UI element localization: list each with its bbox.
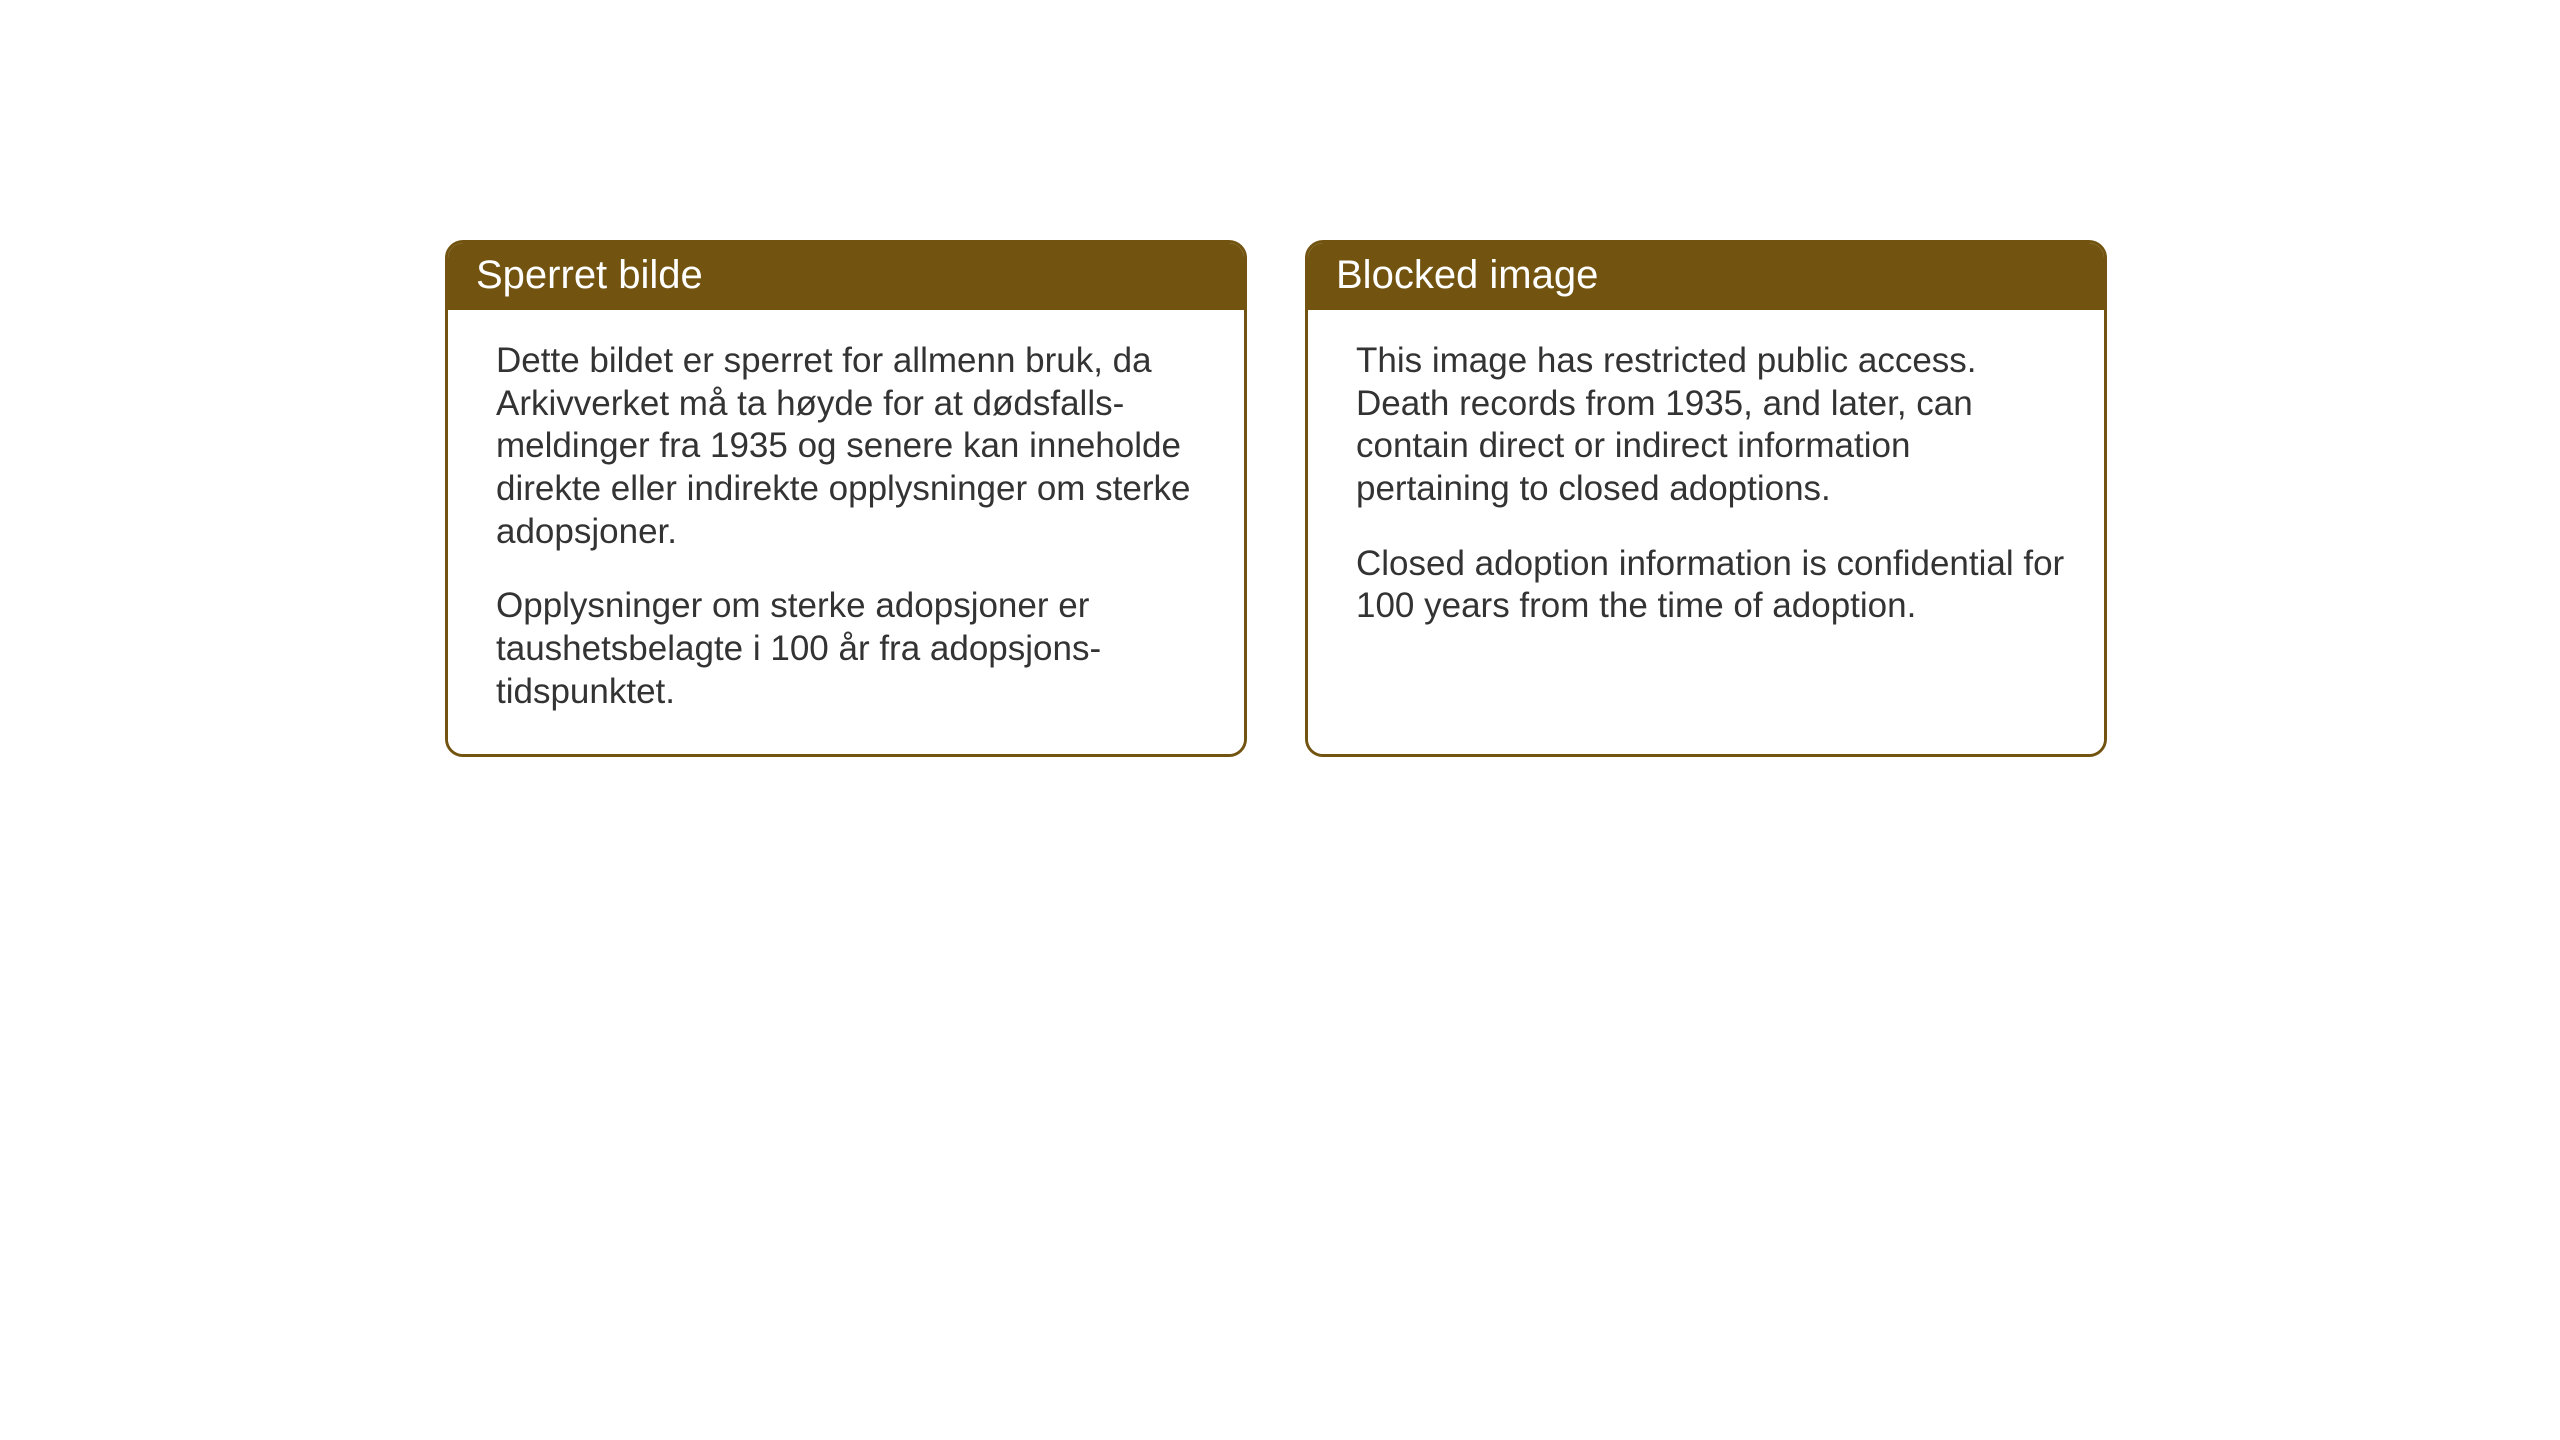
notice-body-english: This image has restricted public access.… xyxy=(1308,310,2104,754)
notice-card-norwegian: Sperret bilde Dette bildet er sperret fo… xyxy=(445,240,1247,757)
notice-paragraph-1-norwegian: Dette bildet er sperret for allmenn bruk… xyxy=(496,340,1206,553)
notice-paragraph-2-norwegian: Opplysninger om sterke adopsjoner er tau… xyxy=(496,585,1206,713)
notice-paragraph-2-english: Closed adoption information is confident… xyxy=(1356,543,2066,628)
notice-title-norwegian: Sperret bilde xyxy=(476,253,703,297)
notice-container: Sperret bilde Dette bildet er sperret fo… xyxy=(445,240,2107,757)
notice-header-english: Blocked image xyxy=(1308,243,2104,310)
notice-card-english: Blocked image This image has restricted … xyxy=(1305,240,2107,757)
notice-paragraph-1-english: This image has restricted public access.… xyxy=(1356,340,2066,511)
notice-header-norwegian: Sperret bilde xyxy=(448,243,1244,310)
notice-body-norwegian: Dette bildet er sperret for allmenn bruk… xyxy=(448,310,1244,754)
notice-title-english: Blocked image xyxy=(1336,253,1598,297)
